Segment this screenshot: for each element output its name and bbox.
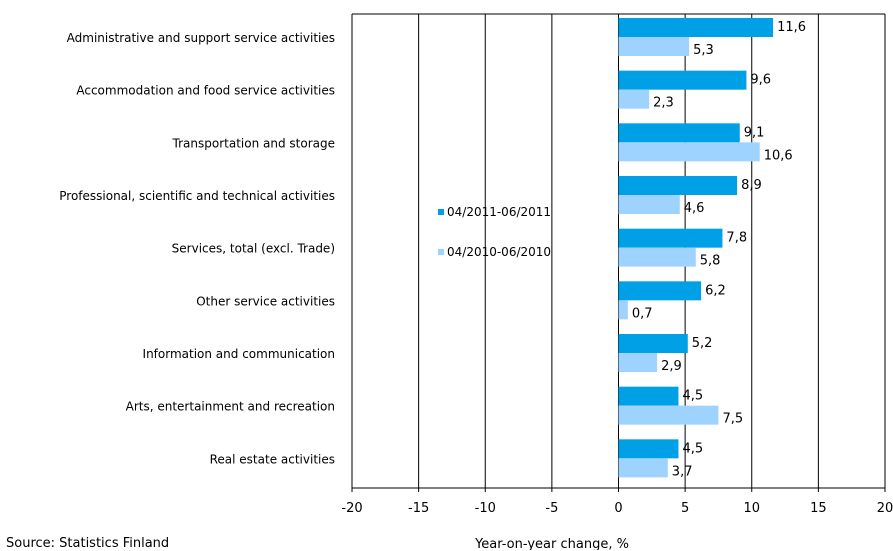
bar (618, 386, 679, 406)
x-axis: -20 -15 -10 -5 0 5 10 15 20 (341, 488, 893, 516)
data-label: 7,8 (726, 231, 747, 246)
category-label: Other service activities (196, 294, 335, 308)
category-label: Information and communication (143, 347, 335, 361)
bar (618, 353, 658, 372)
bar (618, 176, 738, 195)
bar (618, 123, 740, 143)
category-label: Administrative and support service activ… (67, 31, 335, 45)
data-label: 2,3 (653, 96, 674, 111)
tick-label: 0 (614, 501, 622, 516)
bar (618, 89, 650, 109)
category-label: Transportation and storage (172, 136, 335, 150)
data-label: 6,2 (705, 283, 726, 298)
data-label: 3,7 (672, 464, 693, 479)
bar (618, 142, 760, 162)
tick-label: -20 (341, 501, 362, 516)
category-label: Services, total (excl. Trade) (172, 242, 335, 256)
category-label: Professional, scientific and technical a… (59, 189, 335, 203)
data-label: 2,9 (661, 359, 682, 374)
data-label: 5,3 (693, 43, 714, 58)
data-label: 4,5 (682, 441, 703, 456)
data-label: 9,1 (744, 125, 765, 140)
data-label: 0,7 (632, 306, 653, 321)
bar (618, 281, 702, 301)
tick-label: -5 (545, 501, 558, 516)
legend-label: 04/2010-06/2010 (447, 245, 551, 259)
bar (618, 37, 690, 56)
bar (618, 405, 719, 425)
bar (618, 247, 696, 267)
data-labels: 11,6 5,3 9,6 2,3 9,1 10,68,9 4,6 7,8 5,8 6,2 0,7 5,… (632, 20, 806, 479)
x-axis-label: Year-on-year change, % (474, 537, 629, 550)
tick-label: 5 (681, 501, 689, 516)
category-label: Real estate activities (210, 452, 335, 466)
tick-label: 20 (877, 501, 893, 516)
tick-label: 15 (810, 501, 827, 516)
data-label: 5,2 (692, 336, 713, 351)
data-label: 8,9 (741, 178, 762, 193)
data-label: 11,6 (777, 20, 806, 35)
data-label: 4,6 (684, 201, 705, 216)
legend: 04/2011-06/2011 04/2010-06/2010 (438, 205, 551, 259)
category-labels: Administrative and support service activ… (59, 31, 335, 466)
tick-label: -10 (475, 501, 496, 516)
bar (618, 334, 688, 353)
data-label: 10,6 (764, 148, 793, 163)
data-label: 9,6 (750, 73, 771, 88)
data-label: 7,5 (722, 412, 743, 427)
legend-swatch (438, 209, 444, 215)
category-label: Accommodation and food service activitie… (76, 84, 335, 98)
bar (618, 18, 774, 37)
bar (618, 458, 668, 478)
bar (618, 195, 680, 214)
legend-label: 04/2011-06/2011 (447, 205, 551, 219)
tick-label: -15 (408, 501, 429, 516)
legend-swatch (438, 249, 444, 255)
bar (618, 439, 679, 459)
tick-label: 10 (743, 501, 760, 516)
data-label: 5,8 (700, 254, 721, 269)
source-note: Source: Statistics Finland (6, 536, 170, 551)
data-label: 4,5 (682, 389, 703, 404)
bar (618, 228, 723, 248)
bar (618, 70, 747, 90)
category-label: Arts, entertainment and recreation (126, 400, 335, 414)
bars (618, 18, 774, 478)
bar (618, 300, 628, 320)
